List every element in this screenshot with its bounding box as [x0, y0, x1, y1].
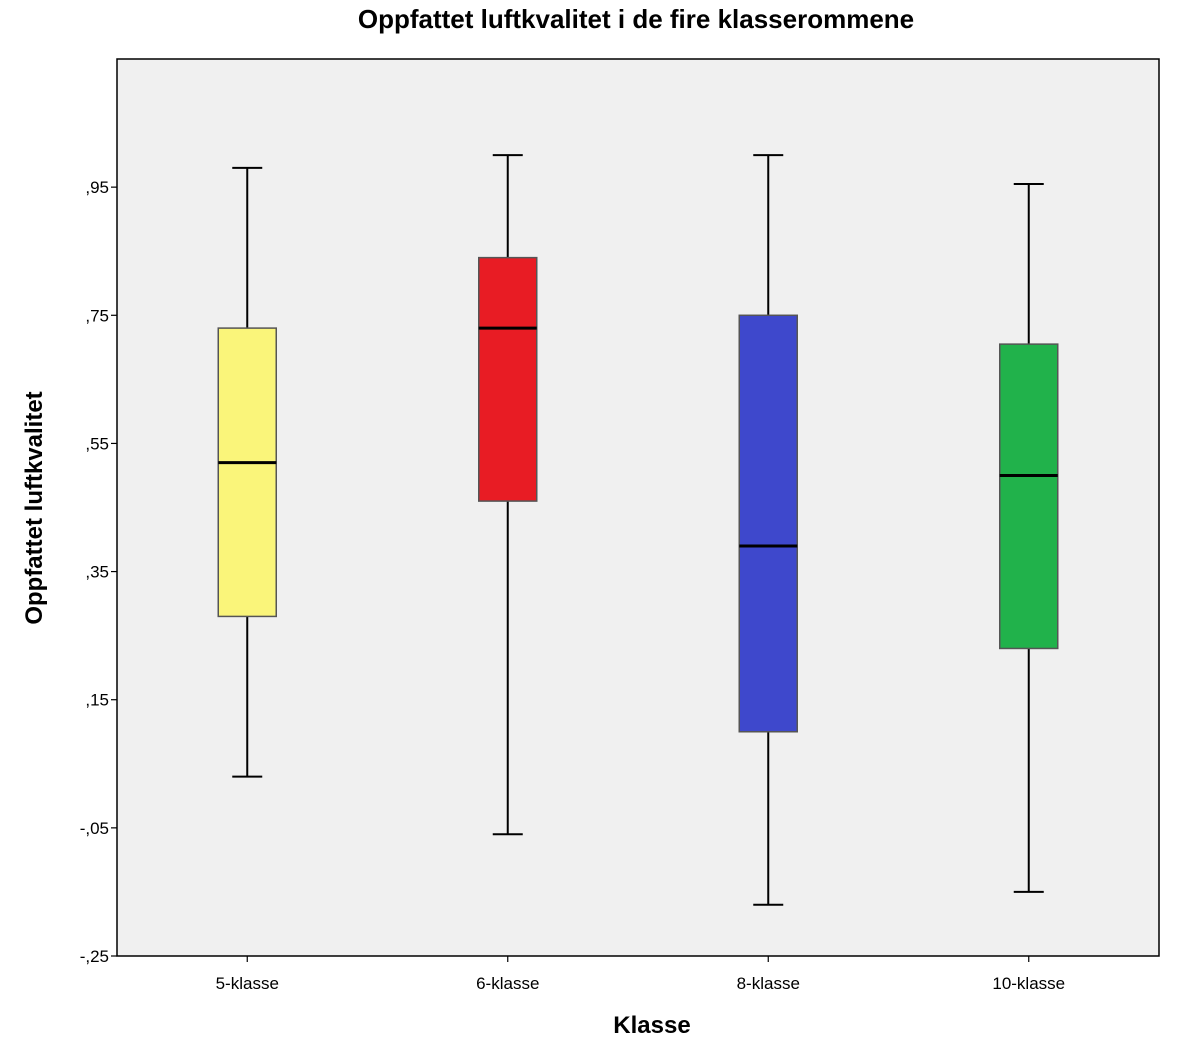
box-6-klasse [478, 154, 538, 836]
box-iqr [478, 256, 538, 502]
y-tick-label: ,15 [85, 691, 109, 710]
boxes-group [217, 154, 1059, 906]
plot-area [116, 58, 1160, 957]
x-tick-label: 5-klasse [216, 974, 279, 993]
y-axis: ,95 ,75 ,55 ,35 ,15 -,05 -,25 [80, 178, 117, 966]
x-axis-label: Klasse [613, 1012, 691, 1039]
y-tick-label: ,35 [85, 563, 109, 582]
y-tick-label: -,05 [80, 819, 109, 838]
box-iqr [217, 327, 277, 618]
x-tick-label: 6-klasse [476, 974, 539, 993]
x-tick-label: 8-klasse [737, 974, 800, 993]
y-tick-label: ,55 [85, 434, 109, 453]
y-tick-label: ,75 [85, 306, 109, 325]
box-iqr [738, 314, 798, 733]
box-8-klasse [738, 154, 798, 906]
x-tick-label: 10-klasse [992, 974, 1065, 993]
box-5-klasse [217, 166, 277, 778]
x-axis: 5-klasse 6-klasse 8-klasse 10-klasse [216, 956, 1065, 993]
box-iqr [999, 343, 1059, 650]
y-tick-label: ,95 [85, 178, 109, 197]
y-tick-label: -,25 [80, 947, 109, 966]
chart-title: Oppfattet luftkvalitet i de fire klasser… [357, 4, 915, 34]
box-10-klasse [999, 182, 1059, 893]
